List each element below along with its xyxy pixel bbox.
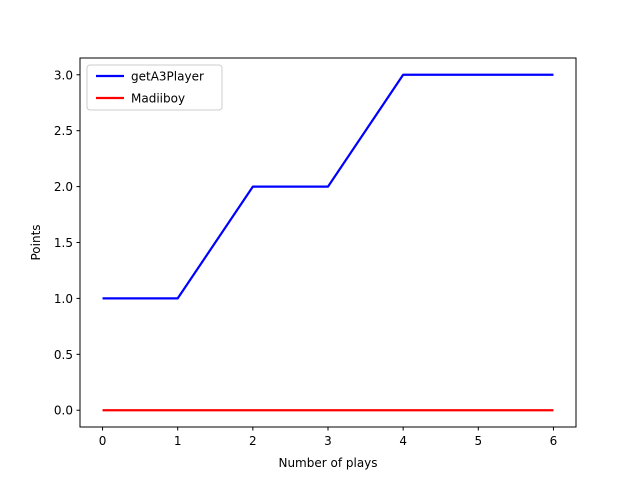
- x-tick-label: 2: [249, 434, 257, 448]
- legend-label: getA3Player: [131, 70, 204, 84]
- series-line-1: [102, 73, 554, 300]
- x-tick-label: 4: [399, 434, 407, 448]
- x-tick-label: 3: [324, 434, 332, 448]
- x-axis-label: Number of plays: [278, 456, 377, 470]
- series-layer: [102, 73, 554, 412]
- x-axis: 0 1 2 3 4 5 6: [99, 427, 558, 448]
- legend-label: Madiiboy: [131, 92, 185, 106]
- y-tick-label: 1.5: [54, 236, 73, 250]
- plot-area: [80, 58, 576, 427]
- x-tick-label: 1: [174, 434, 182, 448]
- y-tick-label: 1.0: [54, 292, 73, 306]
- x-tick-label: 5: [474, 434, 482, 448]
- y-tick-label: 2.0: [54, 180, 73, 194]
- x-tick-label: 0: [99, 434, 107, 448]
- legend: getA3Player Madiiboy: [86, 64, 223, 111]
- y-axis-label: Points: [29, 224, 43, 260]
- y-axis: 0.0 0.5 1.0 1.5 2.0 2.5 3.0: [54, 68, 80, 418]
- y-tick-label: 0.0: [54, 404, 73, 418]
- x-tick-label: 6: [550, 434, 558, 448]
- y-tick-label: 3.0: [54, 68, 73, 82]
- y-tick-label: 0.5: [54, 348, 73, 362]
- y-tick-label: 2.5: [54, 124, 73, 138]
